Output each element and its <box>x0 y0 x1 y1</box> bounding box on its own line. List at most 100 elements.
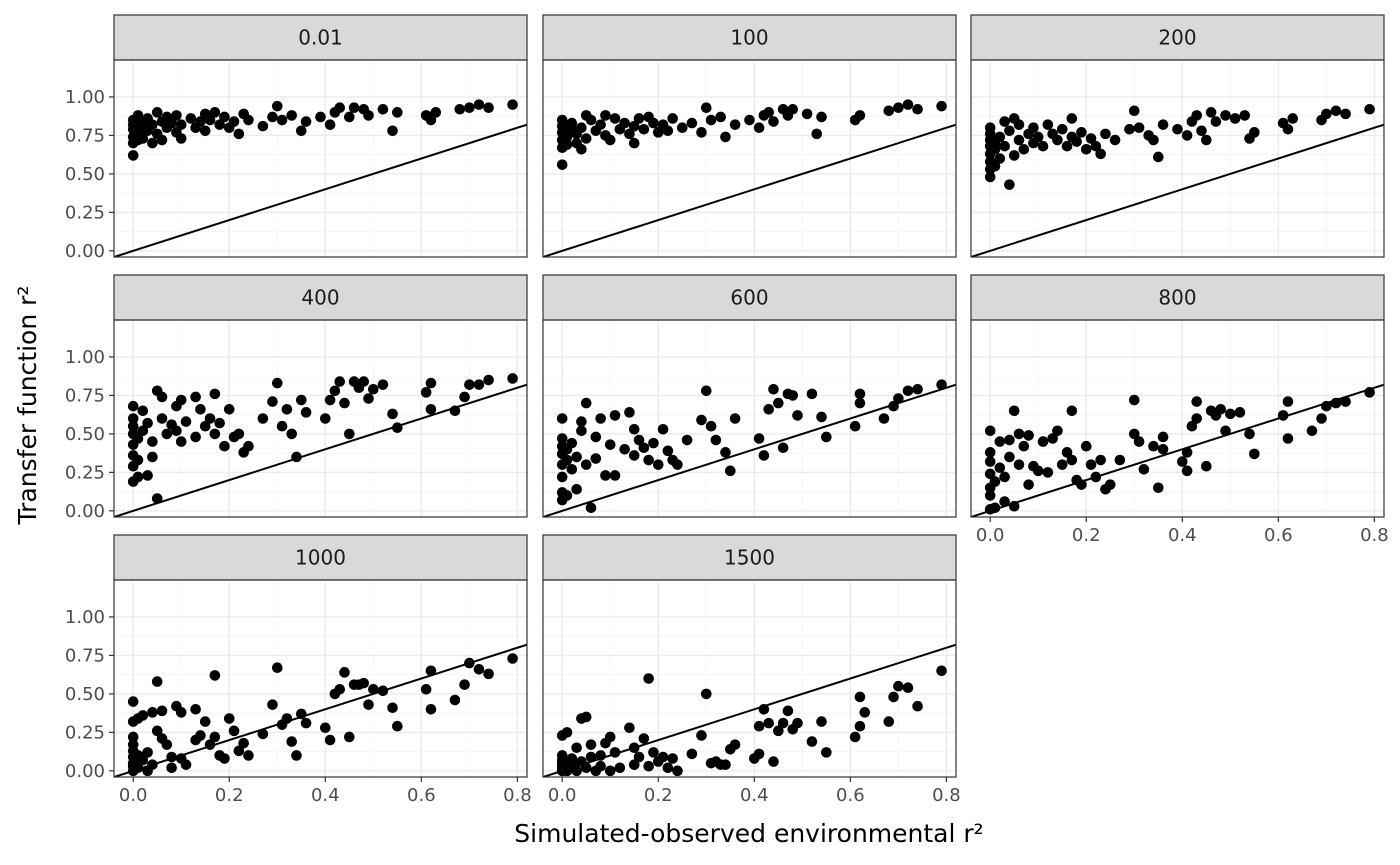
data-point <box>893 393 904 404</box>
data-point <box>1177 456 1188 467</box>
data-point <box>652 127 664 138</box>
data-point <box>1004 451 1015 463</box>
data-point <box>324 119 336 130</box>
data-point <box>994 153 1006 164</box>
data-point <box>324 394 336 406</box>
data-point <box>151 107 163 118</box>
data-point <box>392 107 403 118</box>
data-point <box>854 720 866 732</box>
panel-border <box>542 579 957 778</box>
data-point <box>561 490 573 501</box>
data-point <box>672 459 683 470</box>
data-point <box>1191 110 1203 121</box>
data-point <box>1244 428 1255 440</box>
panel-border <box>542 59 957 258</box>
data-point <box>300 116 312 127</box>
data-point <box>464 657 475 669</box>
data-point <box>667 753 678 764</box>
data-point <box>204 413 216 424</box>
data-point <box>392 720 403 732</box>
data-point <box>339 667 350 678</box>
data-point <box>1196 125 1207 137</box>
data-point <box>1201 134 1212 146</box>
data-point <box>753 433 765 444</box>
data-point <box>1128 428 1140 440</box>
plot-area <box>114 580 527 777</box>
x-tick-label: 0.0 <box>976 525 1005 546</box>
data-point <box>571 742 582 754</box>
data-point <box>1249 127 1260 138</box>
data-point <box>571 483 582 495</box>
data-point <box>763 403 775 415</box>
data-point <box>257 120 269 132</box>
data-point <box>233 428 245 440</box>
data-point <box>590 453 602 464</box>
data-point <box>1018 440 1030 452</box>
data-point <box>454 103 466 115</box>
data-point <box>600 110 611 121</box>
data-point <box>483 668 494 680</box>
data-point <box>185 113 197 124</box>
data-point <box>643 454 654 466</box>
data-point <box>223 713 235 724</box>
facet-strip-label: 100 <box>730 26 768 50</box>
data-point <box>720 447 731 458</box>
data-point <box>156 705 168 717</box>
data-point <box>1052 134 1063 146</box>
y-tick-label: 1.00 <box>65 347 105 368</box>
data-point <box>156 413 168 424</box>
y-tick-label: 0.50 <box>65 424 105 445</box>
data-point <box>624 722 635 734</box>
facet-strip <box>542 14 957 61</box>
data-point <box>600 470 611 481</box>
data-point <box>1225 408 1236 420</box>
data-point <box>624 407 635 418</box>
data-point <box>243 440 254 452</box>
facet-panel-600: 600 <box>542 274 957 518</box>
data-point <box>1229 113 1241 124</box>
data-point <box>459 391 470 403</box>
data-point <box>291 750 302 761</box>
data-point <box>556 114 568 126</box>
data-point <box>238 737 249 749</box>
data-point <box>358 376 370 387</box>
data-point <box>883 716 895 727</box>
data-point <box>1032 465 1044 477</box>
x-tick-label: 0.8 <box>503 785 532 806</box>
data-point <box>619 117 630 129</box>
data-point <box>638 733 650 744</box>
plot-area <box>543 580 956 777</box>
data-point <box>1052 425 1063 437</box>
x-tick-label: 0.6 <box>1264 525 1293 546</box>
data-point <box>166 762 177 774</box>
data-point <box>1316 413 1327 424</box>
data-point <box>1071 136 1082 147</box>
data-point <box>175 707 187 718</box>
facet-strip-label: 400 <box>301 286 339 310</box>
data-point <box>1042 467 1054 478</box>
data-point <box>893 680 904 692</box>
data-point <box>267 396 278 407</box>
data-point <box>999 140 1010 152</box>
data-point <box>1340 396 1351 407</box>
data-point <box>676 122 688 134</box>
data-point <box>561 139 573 150</box>
data-point <box>768 383 779 395</box>
data-point <box>705 114 717 126</box>
data-point <box>777 442 789 454</box>
data-point <box>609 113 621 124</box>
data-point <box>1037 140 1049 152</box>
data-point <box>806 736 818 747</box>
data-point <box>1249 448 1260 460</box>
data-point <box>999 471 1010 483</box>
x-tick-label: 0.8 <box>932 785 961 806</box>
data-point <box>729 119 741 130</box>
facet-strip-label: 800 <box>1158 286 1196 310</box>
data-point <box>700 102 712 114</box>
data-point <box>648 117 659 129</box>
data-point <box>257 728 269 740</box>
data-point <box>449 405 461 417</box>
y-tick-label: 0.75 <box>65 645 105 666</box>
data-point <box>1013 459 1025 470</box>
plot-area <box>971 320 1384 517</box>
